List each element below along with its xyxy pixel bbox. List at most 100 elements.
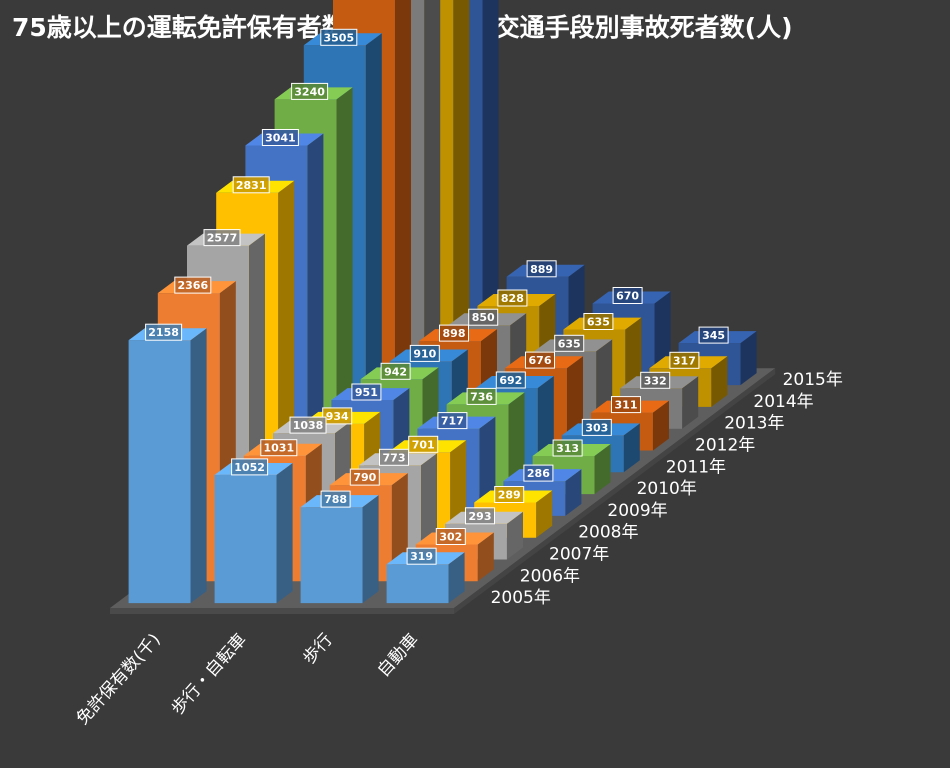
data-label-box — [497, 289, 528, 307]
data-label-box — [289, 416, 327, 434]
category-axis-label: 免許保有数(千) — [73, 630, 165, 729]
data-label-box — [408, 435, 439, 453]
data-label-box — [231, 458, 269, 476]
data-label: 317 — [669, 351, 700, 369]
bar-side — [506, 511, 523, 560]
data-label-box — [552, 439, 583, 457]
data-label: 3505 — [320, 28, 358, 46]
data-label-text: 701 — [412, 438, 435, 451]
data-label: 3240 — [291, 82, 329, 100]
data-label-text: 692 — [499, 374, 522, 387]
data-label-text: 951 — [355, 386, 378, 399]
bar-side — [623, 423, 640, 473]
floor-side — [454, 368, 776, 614]
category-axis-label: 歩行 — [299, 630, 337, 669]
data-label: 319 — [406, 547, 437, 565]
data-label-box — [611, 396, 641, 414]
bar-side — [394, 0, 411, 451]
bar-front — [386, 564, 449, 604]
data-label-text: 889 — [530, 263, 553, 276]
data-label-text: 942 — [384, 365, 407, 378]
series-axis-label: 2015年 — [783, 370, 843, 390]
data-label-text: 676 — [529, 354, 552, 367]
data-labels: 4474889670345424882863531740318506353323… — [145, 28, 729, 565]
category-axis-label: 自動車 — [374, 630, 423, 681]
bar-side — [536, 490, 553, 538]
data-label: 2366 — [174, 276, 212, 294]
data-label-box — [406, 547, 437, 565]
data-label-box — [554, 334, 585, 352]
data-label-text: 773 — [383, 451, 406, 464]
data-label-box — [437, 412, 468, 430]
data-label: 635 — [583, 313, 614, 330]
series-axis-label: 2014年 — [753, 392, 813, 412]
data-label-box — [466, 387, 497, 405]
data-label: 332 — [640, 371, 671, 389]
data-label-text: 302 — [439, 531, 462, 544]
data-label: 828 — [497, 289, 528, 307]
data-label-box — [495, 371, 526, 389]
data-label-text: 2831 — [236, 179, 267, 192]
data-label-box — [349, 468, 380, 486]
series-axis-label: 2005年 — [491, 588, 551, 608]
category-axis-label: 歩行・自転車 — [168, 630, 251, 719]
floor-front — [110, 608, 454, 614]
data-label-text: 790 — [353, 471, 376, 484]
bar-side — [453, 0, 470, 407]
data-label-text: 1052 — [234, 461, 265, 474]
data-label: 670 — [612, 287, 643, 304]
data-label-box — [232, 176, 270, 194]
data-label: 303 — [581, 418, 612, 436]
data-label: 942 — [380, 362, 411, 380]
data-label-text: 345 — [702, 329, 725, 342]
bar-side — [565, 469, 582, 516]
data-label-text: 788 — [324, 493, 347, 506]
bar-side — [362, 495, 379, 604]
data-label: 736 — [466, 387, 497, 405]
bar-front — [300, 507, 363, 604]
data-label-box — [439, 324, 469, 342]
data-label: 898 — [439, 324, 469, 342]
data-label-text: 910 — [413, 347, 436, 360]
data-label-box — [583, 313, 614, 330]
data-label-box — [409, 344, 440, 362]
data-label-box — [380, 362, 411, 380]
data-label-text: 1038 — [293, 419, 324, 432]
data-label-text: 828 — [501, 292, 524, 305]
data-label-text: 3240 — [294, 85, 325, 98]
data-label-text: 2577 — [207, 232, 238, 245]
data-label: 289 — [494, 486, 525, 503]
data-label: 773 — [379, 448, 409, 466]
data-label-box — [320, 28, 358, 46]
data-label-box — [322, 407, 353, 425]
series-axis-label: 2006年 — [520, 566, 580, 586]
data-label-box — [261, 129, 299, 146]
data-label-box — [494, 486, 525, 503]
data-label: 910 — [409, 344, 440, 362]
data-label: 951 — [351, 383, 382, 401]
data-label-box — [291, 82, 329, 100]
bar-side — [482, 0, 499, 386]
data-label: 302 — [435, 528, 466, 545]
data-label: 1031 — [260, 439, 298, 457]
series-axis-label: 2007年 — [549, 545, 609, 565]
data-label: 311 — [611, 396, 641, 414]
data-label-text: 313 — [556, 442, 579, 455]
bar — [300, 495, 379, 604]
data-label-text: 317 — [673, 354, 696, 367]
bar-side — [365, 33, 382, 473]
bar-side — [424, 0, 441, 429]
data-label: 850 — [468, 308, 499, 326]
data-label-text: 898 — [443, 327, 466, 340]
data-label: 635 — [554, 334, 585, 352]
bar — [128, 328, 207, 604]
data-label-box — [203, 229, 241, 247]
data-label-text: 319 — [410, 550, 433, 563]
data-label-box — [174, 276, 212, 294]
data-label-text: 717 — [441, 415, 464, 428]
data-label-box — [145, 323, 183, 341]
data-label-text: 286 — [527, 467, 550, 480]
data-label: 790 — [349, 468, 380, 486]
